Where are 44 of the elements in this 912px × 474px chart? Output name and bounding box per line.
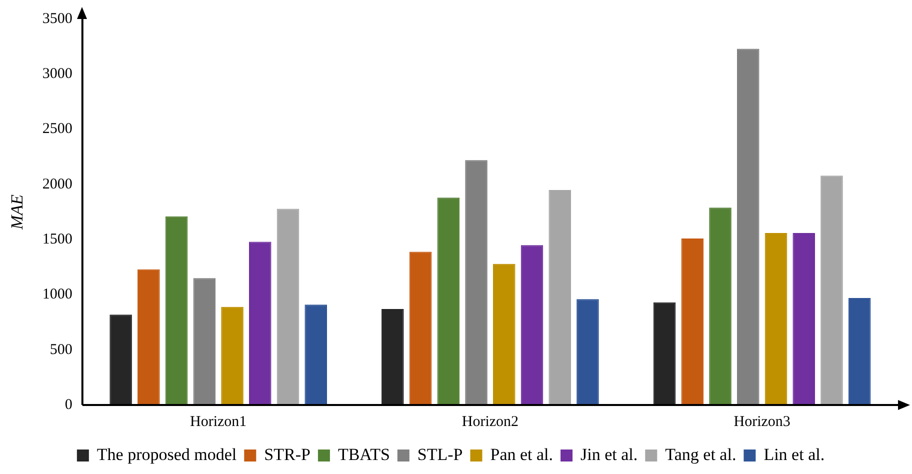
legend-label: TBATS bbox=[338, 444, 390, 464]
bar bbox=[492, 264, 516, 405]
y-axis-title: MAE bbox=[8, 194, 27, 230]
bar bbox=[736, 48, 760, 405]
bar bbox=[138, 269, 160, 405]
bar bbox=[576, 299, 599, 405]
bar bbox=[110, 314, 132, 405]
y-tick-label: 500 bbox=[50, 342, 72, 358]
bar bbox=[193, 278, 216, 405]
y-tick-label: 3500 bbox=[42, 10, 72, 27]
bar bbox=[548, 190, 572, 405]
bar bbox=[437, 198, 460, 405]
y-tick-label: 2000 bbox=[42, 176, 72, 192]
y-tick-label: 3000 bbox=[42, 66, 72, 82]
bar bbox=[653, 302, 676, 405]
bar bbox=[848, 298, 871, 405]
x-tick-label: Horizon1 bbox=[190, 414, 247, 430]
bar bbox=[304, 304, 328, 405]
y-tick-label: 0 bbox=[64, 396, 72, 413]
x-tick-label: Horizon3 bbox=[734, 414, 790, 430]
bar bbox=[465, 160, 488, 405]
bar bbox=[221, 306, 244, 405]
bar bbox=[276, 208, 300, 405]
bar bbox=[820, 176, 843, 405]
bar bbox=[409, 252, 432, 405]
bar bbox=[709, 208, 732, 405]
y-tick-label: 2500 bbox=[42, 121, 72, 138]
bar bbox=[764, 232, 788, 405]
bar bbox=[681, 238, 704, 405]
legend-label: STR-P bbox=[264, 444, 310, 464]
y-tick-label: 1500 bbox=[42, 232, 72, 248]
bar bbox=[792, 232, 816, 405]
bar bbox=[520, 245, 544, 405]
bar bbox=[382, 309, 404, 405]
legend-label: Pan et al. bbox=[490, 444, 554, 464]
legend-label: Tang et al. bbox=[665, 444, 736, 464]
bar bbox=[165, 216, 188, 405]
legend-label: Lin et al. bbox=[764, 444, 825, 464]
bar bbox=[248, 242, 272, 405]
legend-label: Jin et al. bbox=[580, 444, 638, 464]
legend-label: STL-P bbox=[417, 444, 463, 464]
x-tick-label: Horizon2 bbox=[462, 414, 519, 430]
legend-label: The proposed model bbox=[96, 444, 237, 464]
y-tick-label: 1000 bbox=[42, 286, 72, 303]
